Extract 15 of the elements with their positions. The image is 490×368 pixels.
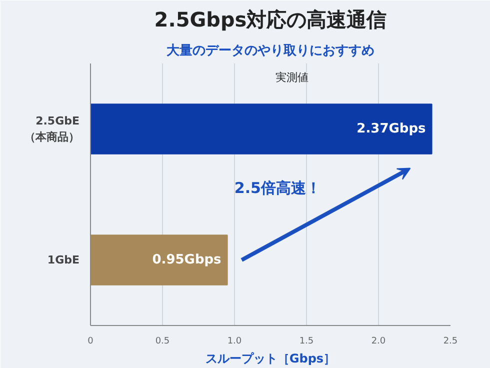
y-tick-label: 1GbE — [47, 254, 80, 266]
data-label: 0.95Gbps — [152, 252, 222, 268]
x-tick-label: 0 — [88, 336, 94, 346]
y-tick-label: 2.5GbE （本商品） — [24, 114, 80, 144]
chart-subtitle: 大量のデータのやり取りにおすすめ — [166, 44, 374, 58]
annotation: 実測値 — [276, 71, 309, 84]
x-tick-label: 2.5 — [443, 336, 458, 346]
chart-title: 2.5Gbps対応の高速通信 — [154, 8, 387, 32]
x-axis-title: スループット［Gbps］ — [205, 352, 336, 366]
x-tick-label: 1.0 — [227, 336, 242, 346]
data-label: 2.37Gbps — [356, 122, 426, 136]
x-tick-label: 1.5 — [299, 336, 314, 346]
x-tick-label: 2.0 — [371, 336, 386, 346]
annotation: 2.5倍高速！ — [234, 178, 321, 197]
x-tick-label: 0.5 — [155, 336, 170, 346]
